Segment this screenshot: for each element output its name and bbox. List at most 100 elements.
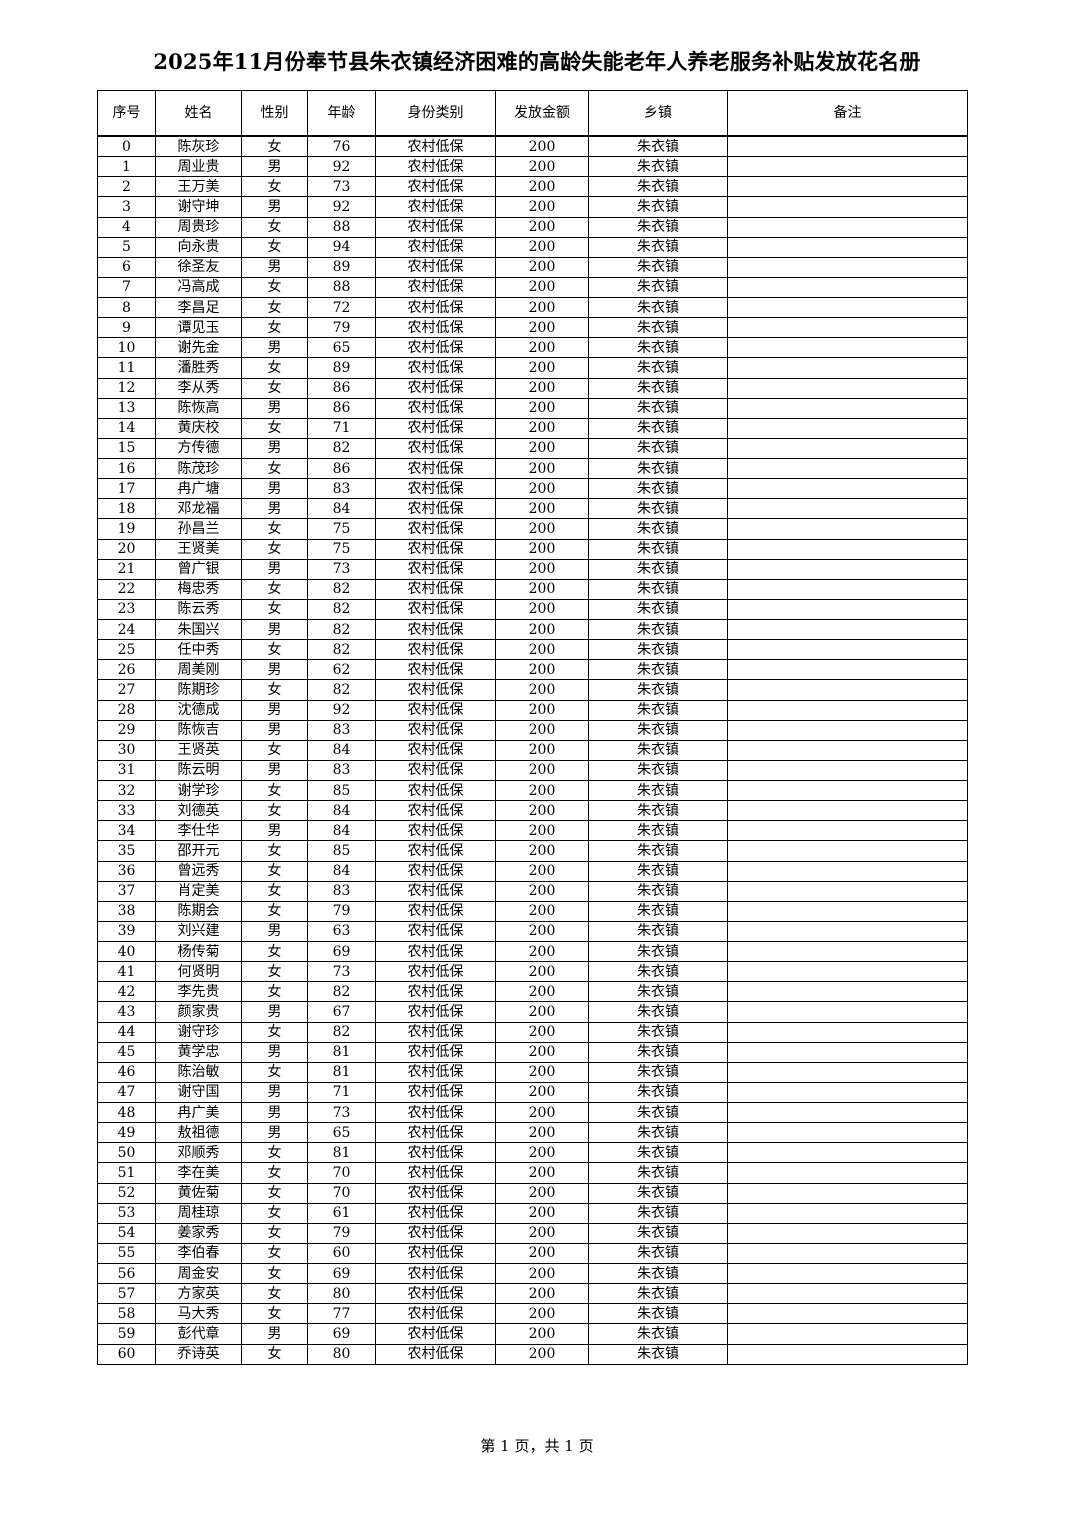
cell-name: 任中秀 (155, 639, 242, 661)
table-row: 54 姜家秀女 79 农村低保 200 朱衣镇 (97, 1222, 968, 1244)
cell-category: 农村低保 (375, 759, 496, 782)
cell-index: 51 (97, 1162, 156, 1184)
cell-gender: 女 (241, 679, 308, 701)
cell-name: 何贤明 (155, 961, 242, 983)
cell-amount: 200 (495, 1142, 589, 1164)
column-header-gender: 性别 (241, 90, 308, 137)
cell-age: 72 (307, 296, 376, 319)
cell-name: 马大秀 (155, 1303, 242, 1325)
cell-town: 朱衣镇 (588, 518, 728, 540)
cell-category: 农村低保 (375, 1182, 496, 1204)
table-row: 50 邓顺秀女 81 农村低保 200 朱衣镇 (97, 1142, 968, 1164)
cell-remarks (727, 377, 968, 399)
table-row: 2 王万美女 73 农村低保 200 朱衣镇 (97, 176, 968, 198)
cell-town: 朱衣镇 (588, 1162, 728, 1184)
cell-category: 农村低保 (375, 1081, 496, 1104)
cell-gender: 男 (241, 759, 308, 782)
cell-age: 69 (307, 940, 376, 963)
cell-category: 农村低保 (375, 1202, 496, 1224)
cell-remarks (727, 940, 968, 963)
cell-town: 朱衣镇 (588, 1001, 728, 1023)
cell-remarks (727, 135, 968, 158)
cell-gender: 女 (241, 417, 308, 439)
cell-category: 农村低保 (375, 981, 496, 1003)
table-row: 14 黄庆校女 71 农村低保 200 朱衣镇 (97, 417, 968, 439)
cell-gender: 女 (241, 317, 308, 339)
column-header-remarks: 备注 (727, 90, 968, 137)
cell-town: 朱衣镇 (588, 598, 728, 621)
column-header-town: 乡镇 (588, 90, 728, 137)
cell-gender: 男 (241, 1323, 308, 1345)
table-row: 43 颜家贵男 67 农村低保 200 朱衣镇 (97, 1001, 968, 1023)
cell-amount: 200 (495, 538, 589, 560)
cell-name: 李伯春 (155, 1242, 242, 1265)
cell-name: 颜家贵 (155, 1001, 242, 1023)
cell-category: 农村低保 (375, 1061, 496, 1083)
cell-age: 81 (307, 1142, 376, 1164)
cell-amount: 200 (495, 920, 589, 943)
cell-town: 朱衣镇 (588, 1323, 728, 1345)
cell-remarks (727, 961, 968, 983)
table-row: 60 乔诗英女 80 农村低保 200 朱衣镇 (97, 1343, 968, 1365)
cell-town: 朱衣镇 (588, 357, 728, 379)
table-row: 22 梅忠秀女 82 农村低保 200 朱衣镇 (97, 578, 968, 600)
cell-index: 1 (97, 156, 156, 178)
cell-gender: 男 (241, 558, 308, 580)
cell-name: 李仕华 (155, 820, 242, 842)
cell-remarks (727, 719, 968, 741)
cell-gender: 女 (241, 639, 308, 661)
cell-age: 84 (307, 498, 376, 520)
cell-index: 4 (97, 216, 156, 238)
cell-gender: 男 (241, 337, 308, 359)
cell-name: 孙昌兰 (155, 518, 242, 540)
cell-amount: 200 (495, 1162, 589, 1184)
cell-name: 潘胜秀 (155, 357, 242, 379)
cell-category: 农村低保 (375, 478, 496, 500)
cell-age: 73 (307, 961, 376, 983)
cell-age: 63 (307, 920, 376, 943)
cell-index: 16 (97, 457, 156, 480)
cell-age: 88 (307, 276, 376, 299)
table-row: 8 李昌足女 72 农村低保 200 朱衣镇 (97, 296, 968, 319)
cell-amount: 200 (495, 518, 589, 540)
cell-remarks (727, 236, 968, 258)
cell-town: 朱衣镇 (588, 457, 728, 480)
cell-town: 朱衣镇 (588, 397, 728, 419)
cell-category: 农村低保 (375, 1021, 496, 1043)
cell-age: 83 (307, 759, 376, 782)
cell-index: 59 (97, 1323, 156, 1345)
cell-index: 53 (97, 1202, 156, 1224)
table-row: 31 陈云明男 83 农村低保 200 朱衣镇 (97, 759, 968, 782)
cell-name: 沈德成 (155, 699, 242, 721)
cell-category: 农村低保 (375, 820, 496, 842)
cell-remarks (727, 1283, 968, 1305)
cell-gender: 女 (241, 1162, 308, 1184)
column-header-amount: 发放金额 (495, 90, 589, 137)
cell-age: 71 (307, 417, 376, 439)
cell-index: 29 (97, 719, 156, 741)
cell-index: 9 (97, 317, 156, 339)
cell-name: 周桂琼 (155, 1202, 242, 1224)
cell-name: 黄学忠 (155, 1041, 242, 1063)
cell-town: 朱衣镇 (588, 759, 728, 782)
cell-category: 农村低保 (375, 1262, 496, 1285)
cell-town: 朱衣镇 (588, 1081, 728, 1104)
cell-town: 朱衣镇 (588, 498, 728, 520)
cell-remarks (727, 538, 968, 560)
cell-name: 刘兴建 (155, 920, 242, 943)
cell-index: 34 (97, 820, 156, 842)
cell-age: 73 (307, 1101, 376, 1124)
cell-amount: 200 (495, 437, 589, 460)
cell-gender: 女 (241, 377, 308, 399)
cell-index: 41 (97, 961, 156, 983)
cell-category: 农村低保 (375, 397, 496, 419)
cell-amount: 200 (495, 1021, 589, 1043)
cell-amount: 200 (495, 1041, 589, 1063)
cell-town: 朱衣镇 (588, 860, 728, 882)
cell-age: 62 (307, 659, 376, 681)
cell-age: 69 (307, 1323, 376, 1345)
cell-remarks (727, 578, 968, 600)
cell-amount: 200 (495, 880, 589, 902)
table-row: 33 刘德英女 84 农村低保 200 朱衣镇 (97, 800, 968, 822)
cell-index: 47 (97, 1081, 156, 1104)
